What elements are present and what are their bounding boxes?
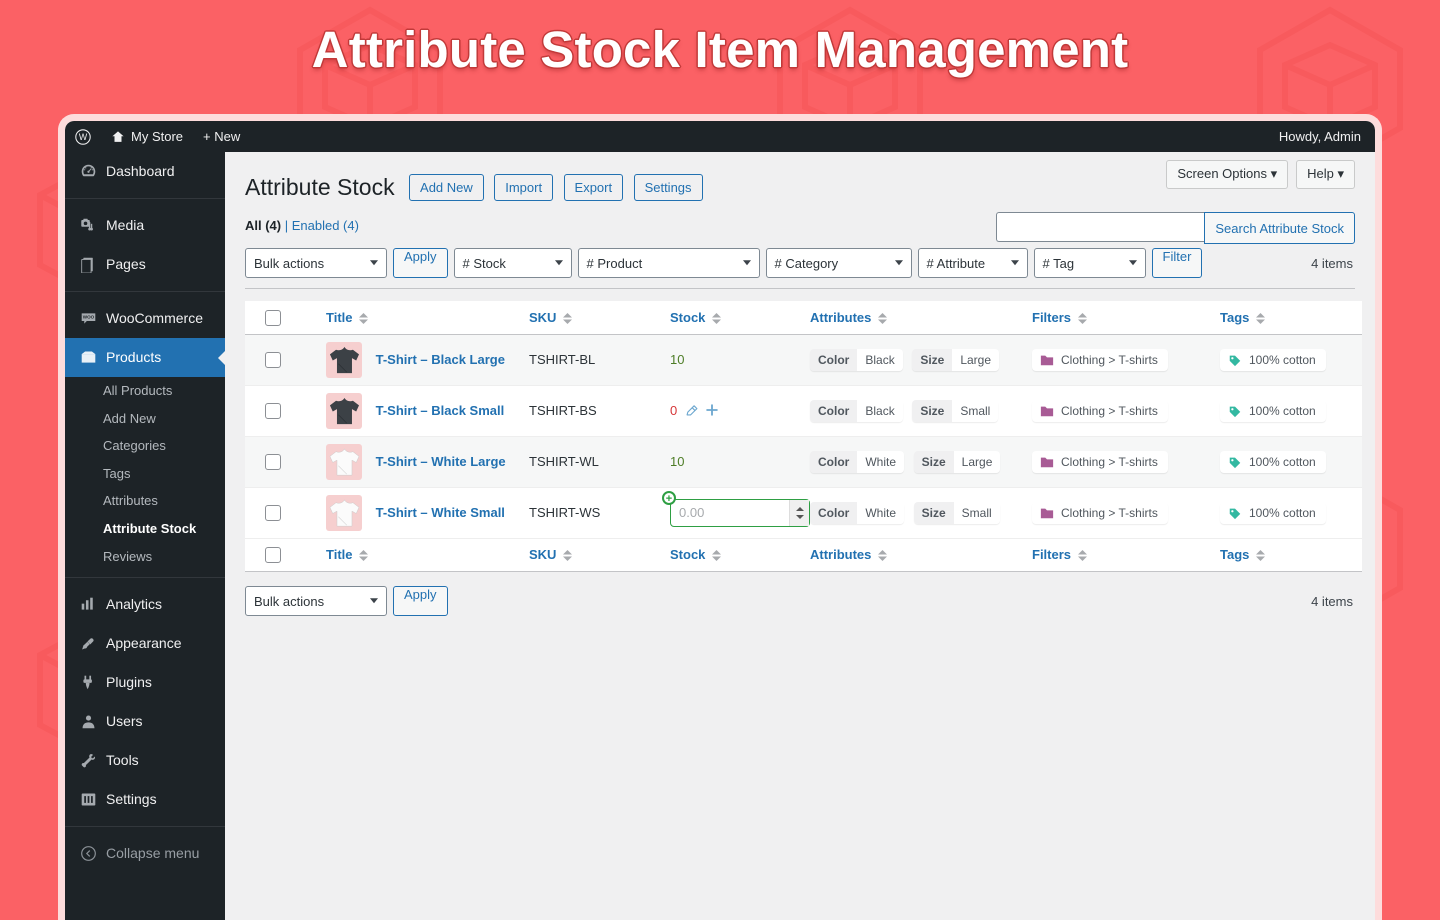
- svg-text:W: W: [79, 132, 88, 142]
- svg-text:WOO: WOO: [83, 315, 95, 320]
